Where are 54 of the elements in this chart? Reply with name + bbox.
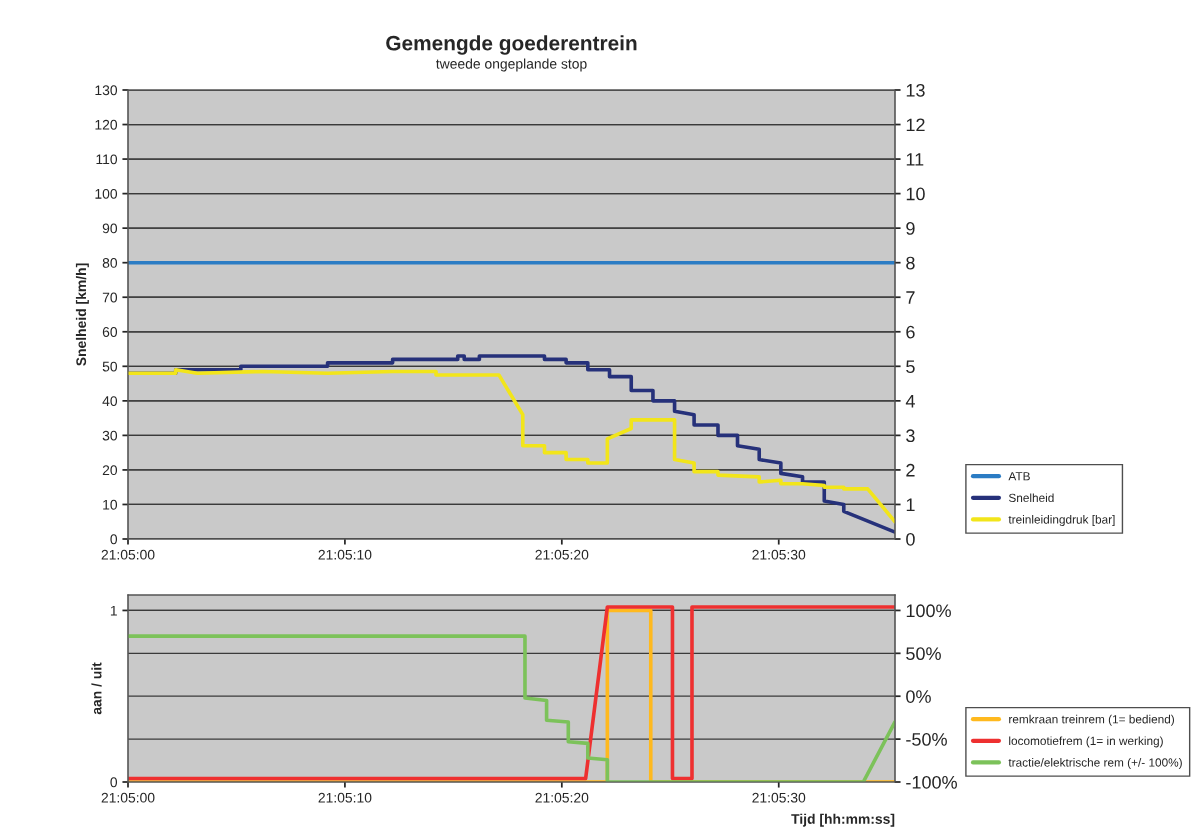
- y2-tick-label: -50%: [906, 733, 947, 746]
- x-tick-label: 21:05:10: [318, 792, 372, 803]
- y2-tick-label: 10: [906, 187, 925, 201]
- legend-label: remkraan treinrem (1= bediend): [1009, 714, 1175, 726]
- y2-tick-label: 5: [906, 360, 915, 374]
- y2-tick-label: 12: [906, 118, 925, 132]
- y2-tick-label: 13: [906, 83, 925, 97]
- x-tick-label: 21:05:00: [101, 792, 155, 803]
- x-axis-title: Tijd [hh:mm:ss]: [791, 813, 895, 827]
- y-tick-label: 110: [96, 154, 118, 165]
- y2-tick-label: 4: [905, 394, 915, 408]
- x-tick-label: 21:05:10: [318, 549, 372, 560]
- y-tick-label: 0: [110, 534, 118, 545]
- legend-label: ATB: [1008, 472, 1030, 481]
- y-axis-title: aan / uit: [91, 662, 102, 715]
- legend-label: treinleidingdruk [bar]: [1008, 515, 1115, 527]
- chart-subtitle: tweede ongeplande stop: [436, 58, 587, 72]
- x-tick-label: 21:05:30: [752, 792, 806, 803]
- y-tick-label: 80: [102, 258, 118, 268]
- x-tick-label: 21:05:00: [101, 549, 155, 560]
- x-tick-label: 21:05:20: [535, 792, 589, 803]
- chart-title: Gemengde goederentrein: [386, 35, 637, 55]
- y2-tick-label: 8: [906, 256, 915, 270]
- y-tick-label: 70: [102, 292, 118, 303]
- y2-tick-label: -100%: [906, 775, 957, 789]
- y-axis-title: Snelheid [km/h]: [75, 263, 89, 366]
- y2-tick-label: 0: [906, 532, 915, 546]
- y-tick-label: 120: [95, 119, 118, 130]
- y-tick-label: 1: [110, 605, 117, 616]
- y2-tick-label: 1: [906, 498, 915, 511]
- y-tick-label: 10: [103, 499, 118, 510]
- y-tick-label: 20: [102, 465, 118, 476]
- y2-tick-label: 3: [906, 429, 915, 443]
- x-tick-label: 21:05:30: [752, 549, 806, 560]
- y2-tick-label: 9: [906, 222, 915, 235]
- y2-tick-label: 2: [906, 463, 915, 477]
- x-tick-label: 21:05:20: [535, 549, 589, 560]
- y2-tick-label: 11: [906, 153, 924, 166]
- y-tick-label: 130: [95, 85, 118, 96]
- y2-tick-label: 50%: [906, 647, 941, 661]
- y2-tick-label: 100%: [906, 604, 951, 618]
- y-tick-label: 0: [110, 777, 118, 788]
- y-tick-label: 40: [102, 396, 118, 407]
- legend-label: locomotiefrem (1= in werking): [1009, 736, 1163, 748]
- y2-tick-label: 7: [906, 291, 915, 304]
- y-tick-label: 100: [95, 188, 118, 199]
- legend-label: tractie/elektrische rem (+/- 100%): [1008, 758, 1182, 770]
- y-tick-label: 30: [102, 430, 118, 441]
- y-tick-label: 60: [102, 327, 118, 337]
- legend-label: Snelheid: [1008, 493, 1054, 503]
- y-tick-label: 90: [102, 223, 118, 234]
- y2-tick-label: 6: [906, 325, 915, 339]
- y-tick-label: 50: [102, 361, 118, 372]
- y2-tick-label: 0%: [906, 690, 931, 703]
